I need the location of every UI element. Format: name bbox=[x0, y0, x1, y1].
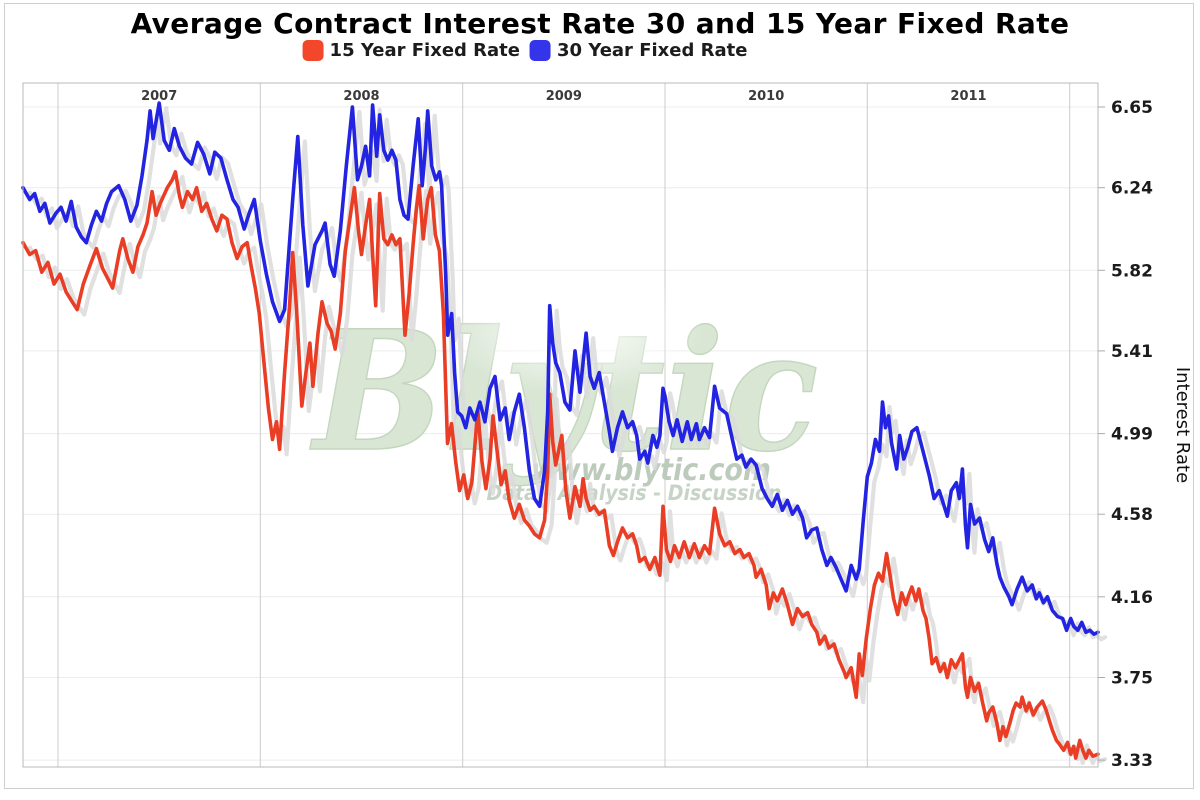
y-tick-label: 4.99 bbox=[1111, 425, 1153, 445]
data-lines bbox=[21, 101, 1100, 760]
y-tick-label: 3.75 bbox=[1111, 669, 1153, 689]
legend-swatch-15-year-icon bbox=[302, 40, 324, 61]
y-tick-label: 6.24 bbox=[1111, 179, 1153, 199]
legend-item-15-year: 15 Year Fixed Rate bbox=[302, 40, 520, 61]
x-tick-label: 2009 bbox=[546, 89, 582, 104]
legend-label-30-year: 30 Year Fixed Rate bbox=[557, 40, 748, 61]
y-tick-label: 4.58 bbox=[1111, 505, 1153, 525]
y-tick-label: 4.16 bbox=[1111, 588, 1153, 608]
x-tick-label: 2007 bbox=[141, 89, 177, 104]
legend-swatch-30-year-icon bbox=[530, 40, 551, 61]
data-line-15-year-fixed-rate bbox=[21, 170, 1100, 760]
watermark-glow bbox=[445, 265, 705, 395]
legend-label-15-year: 15 Year Fixed Rate bbox=[329, 40, 520, 61]
legend: 15 Year Fixed Rate 30 Year Fixed Rate bbox=[302, 40, 747, 61]
vertical-gridlines bbox=[57, 83, 1071, 767]
y-axis-title: Interest Rate bbox=[1172, 367, 1193, 483]
x-tick-label: 2011 bbox=[950, 89, 986, 104]
y-axis-tick-labels: 6.65 6.24 5.82 5.41 4.99 4.58 4.16 3.75 3.33 bbox=[1098, 98, 1153, 771]
y-tick-label: 3.33 bbox=[1111, 751, 1153, 771]
x-tick-label: 2008 bbox=[343, 89, 379, 104]
legend-item-30-year: 30 Year Fixed Rate bbox=[530, 40, 747, 61]
y-tick-label: 6.65 bbox=[1111, 98, 1153, 118]
plot-area-border bbox=[22, 82, 1099, 768]
y-tick-label: 5.41 bbox=[1111, 342, 1153, 362]
line-shadow-30-year-fixed-rate bbox=[27, 105, 1108, 642]
data-line-30-year-fixed-rate bbox=[21, 101, 1100, 637]
plot-border bbox=[22, 82, 1099, 768]
chart-title: Average Contract Interest Rate 30 and 15… bbox=[130, 7, 1070, 40]
year-labels: 2007 2008 2009 2010 2011 bbox=[141, 89, 986, 104]
y-tick-label: 5.82 bbox=[1111, 261, 1153, 281]
x-tick-label: 2010 bbox=[748, 89, 784, 104]
